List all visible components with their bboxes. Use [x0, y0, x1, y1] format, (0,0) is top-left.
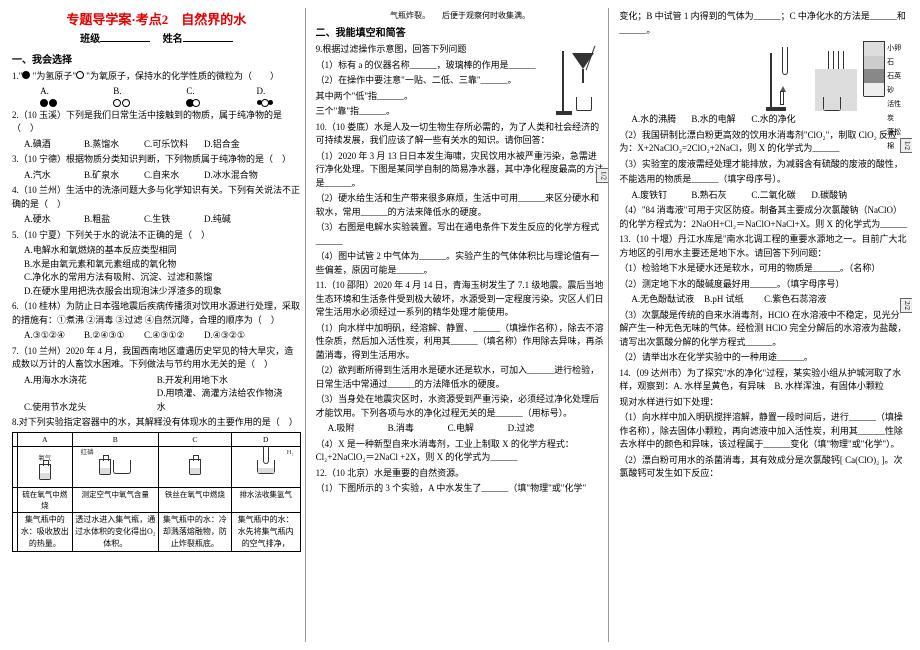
column-3: 变化；B 中试管 1 内得到的气体为______；C 中净化水的方法是_____…	[615, 8, 912, 642]
section-2-heading: 二、我能填空和简答	[316, 26, 605, 41]
section-1-heading: 一、我会选择	[12, 53, 301, 68]
main-title: 专题导学案·考点2 自然界的水	[12, 10, 301, 30]
q11: 11.（10 邵阳）2020 年 4 月 14 日，青海玉树发生了 7.1 级地…	[316, 279, 605, 320]
q1: 1." "为氢原子" "为氧原子，保持水的化学性质的微粒为（ ）	[12, 70, 301, 84]
page-mark-3: 2/2	[900, 298, 913, 313]
col3-carryover: 变化；B 中试管 1 内得到的气体为______；C 中净化水的方法是_____…	[619, 10, 908, 37]
exp-a-icon: 氧气	[20, 448, 70, 486]
q10: 10.（10 娄底）水是人及一切生物生存所必需的，为了人类和社会经济的可持续发展…	[316, 121, 605, 148]
q2: 2.（10 玉溪）下列是我们日常生活中接触到的物质，属于纯净物的是（ ）	[12, 109, 301, 136]
exp-c-icon	[161, 448, 229, 486]
apparatus-abc-icon: 小卵石 石英砂 活性炭 蓬松棉	[766, 41, 906, 111]
q8: 8.对下列实验指定容器中的水，其解释没有体现水的主要作用的是（ ）	[12, 416, 301, 430]
filter-apparatus-icon	[554, 45, 602, 115]
q13: 13.（10 十堰）丹江水库是"南水北调工程的重要水源地之一。目前广大北方地区的…	[619, 233, 908, 260]
q5: 5.（10 宁夏）下列关于水的说法不正确的是（ ）	[12, 229, 301, 243]
q8-table: ABCD 氧气 红磷 H₂ 硫在氧气	[12, 432, 301, 553]
oxygen-atom-icon	[76, 71, 84, 79]
q7: 7.（10 兰州）2020 年 4 月，我国西南地区遭遇历史罕见的特大旱灾，造成…	[12, 345, 301, 372]
page-mark-1: 1/2	[596, 168, 610, 183]
col2-carryover: 气瓶炸裂。 后便于观察何时收集满。	[316, 10, 605, 22]
hydrogen-atom-icon	[22, 71, 30, 79]
q4: 4.（10 兰州）生活中的洗涤问题大多与化学知识有关。下列有关说法不正确的是（ …	[12, 184, 301, 211]
page-mark-2: 1/2	[900, 138, 913, 153]
column-1: 专题导学案·考点2 自然界的水 班级 姓名 一、我会选择 1." "为氢原子" …	[8, 8, 306, 642]
q6: 6.（10 桂林）为防止日本强地震后疾病传播须对饮用水源进行处理，采取的措施有：…	[12, 300, 301, 327]
filter-layers-icon	[863, 41, 885, 97]
molecule-options: A. B. C. D.	[12, 85, 301, 107]
exp-d-icon: H₂	[234, 448, 298, 486]
class-name-line: 班级 姓名	[12, 32, 301, 47]
exp-b-icon: 红磷	[75, 448, 156, 486]
q14: 14.（09 达州市）为了探究"水的净化"过程，某实验小组从护城河取了水样，观察…	[619, 367, 908, 394]
q3: 3.（10 宁德）根据物质分类知识判断，下列物质属于纯净物的是（ ）	[12, 153, 301, 167]
column-2: 气瓶炸裂。 后便于观察何时收集满。 二、我能填空和简答 9.根据过滤操作示意图，…	[312, 8, 610, 642]
q12: 12.（10 北京）水是重要的自然资源。	[316, 467, 605, 481]
